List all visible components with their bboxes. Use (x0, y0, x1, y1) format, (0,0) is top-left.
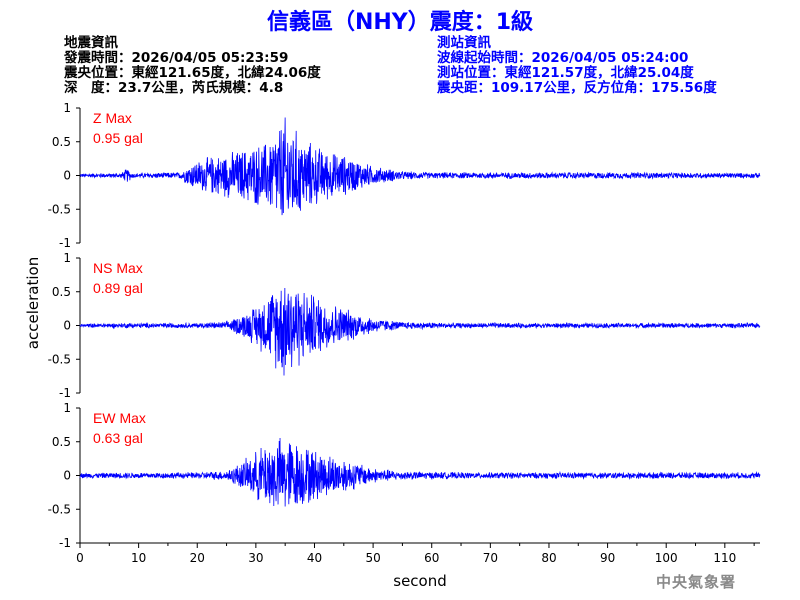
quake-info: 地震資訊 發震時間：2026/04/05 05:23:59 震央位置：東經121… (64, 36, 321, 96)
y-tick-label: -0.5 (48, 202, 71, 216)
y-tick-label: -1 (59, 236, 71, 250)
max-label: 0.89 gal (93, 280, 143, 296)
quake-info-header: 地震資訊 (64, 35, 118, 51)
max-label: 0.63 gal (93, 430, 143, 446)
x-tick-label: 100 (655, 551, 678, 565)
station-location: 測站位置：東經121.57度，北緯25.04度 (437, 65, 694, 81)
x-tick-label: 110 (713, 551, 736, 565)
epicenter: 震央位置：東經121.65度，北緯24.06度 (64, 65, 321, 81)
x-axis-title: second (393, 572, 447, 590)
x-tick-label: 0 (76, 551, 84, 565)
distance-azimuth: 震央距：109.17公里，反方位角：175.56度 (437, 80, 717, 96)
y-tick-label: 0 (63, 469, 71, 483)
y-axis-title: acceleration (24, 257, 42, 349)
max-label: 0.95 gal (93, 130, 143, 146)
wave-start-time: 波線起始時間：2026/04/05 05:24:00 (437, 50, 689, 66)
chart-title: 信義區（NHY）震度：1級 (266, 10, 534, 35)
y-tick-label: 0 (63, 169, 71, 183)
station-info-header: 測站資訊 (437, 35, 491, 51)
y-tick-label: 1 (63, 251, 71, 265)
credit-text: 中央氣象署 (656, 573, 737, 591)
x-tick-label: 10 (131, 551, 146, 565)
y-tick-label: 0.5 (52, 435, 71, 449)
station-info: 測站資訊 波線起始時間：2026/04/05 05:24:00 測站位置：東經1… (437, 36, 717, 96)
component-label: EW Max (93, 410, 146, 426)
x-tick-label: 30 (248, 551, 263, 565)
y-tick-label: 0.5 (52, 285, 71, 299)
x-tick-label: 70 (483, 551, 498, 565)
x-tick-label: 40 (307, 551, 322, 565)
component-label: Z Max (93, 110, 132, 126)
y-tick-label: 0 (63, 319, 71, 333)
y-tick-label: -0.5 (48, 502, 71, 516)
y-tick-label: -0.5 (48, 352, 71, 366)
waveform-trace (79, 117, 761, 216)
x-tick-label: 90 (600, 551, 615, 565)
y-tick-label: 0.5 (52, 135, 71, 149)
x-tick-label: 80 (541, 551, 556, 565)
component-label: NS Max (93, 260, 143, 276)
waveform-trace (79, 287, 761, 376)
y-tick-label: -1 (59, 536, 71, 550)
x-tick-label: 50 (365, 551, 380, 565)
waveform-trace (79, 438, 761, 507)
y-tick-label: 1 (63, 401, 71, 415)
x-tick-label: 20 (190, 551, 205, 565)
origin-time: 發震時間：2026/04/05 05:23:59 (64, 50, 289, 66)
y-tick-label: -1 (59, 386, 71, 400)
depth-magnitude: 深 度：23.7公里，芮氏規模：4.8 (64, 80, 284, 96)
y-tick-label: 1 (63, 101, 71, 115)
x-tick-label: 60 (424, 551, 439, 565)
